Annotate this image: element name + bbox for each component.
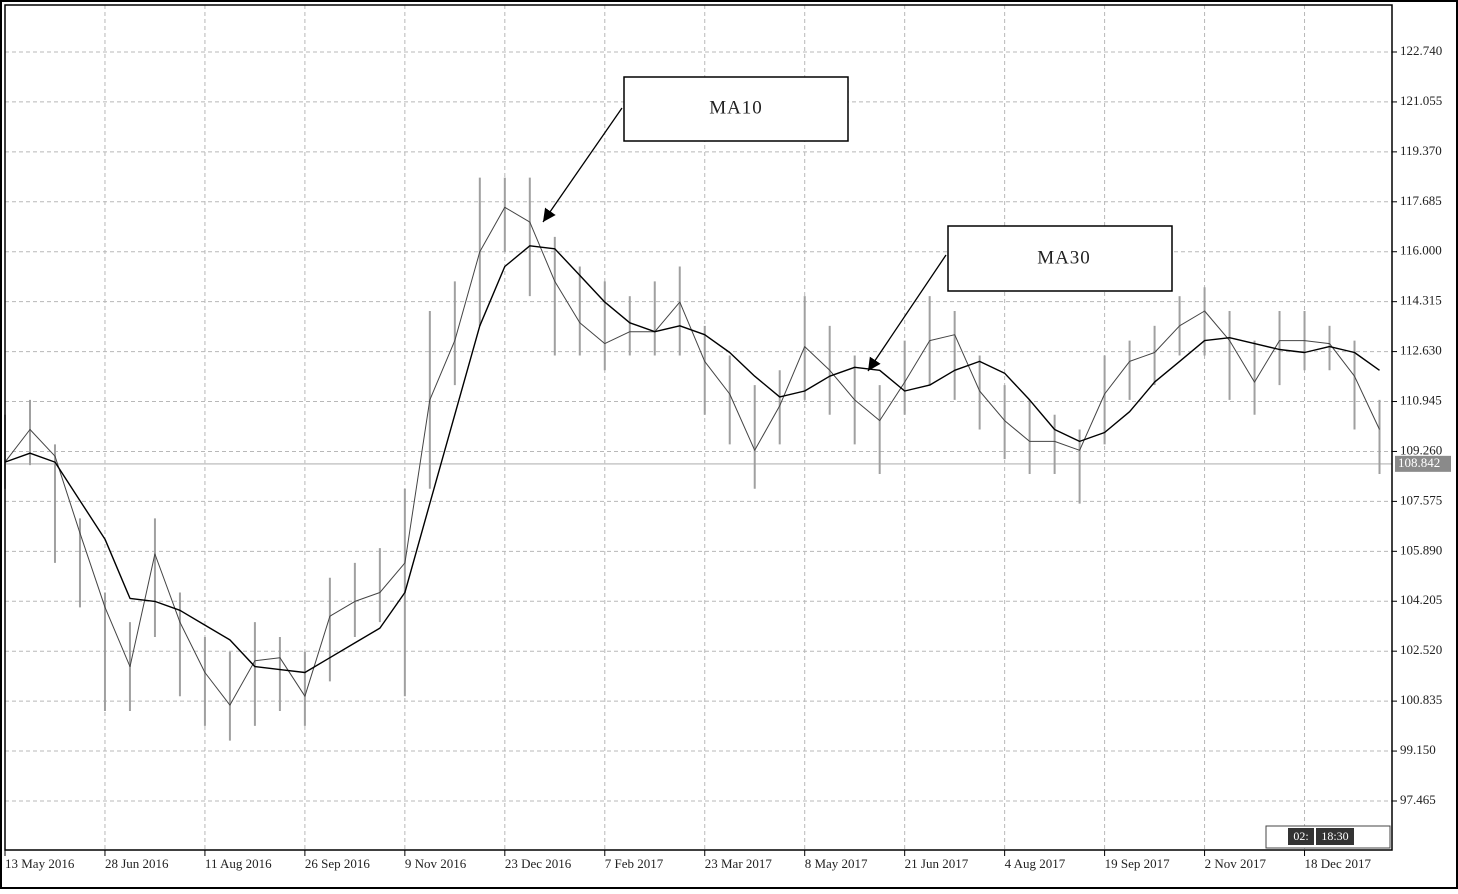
x-tick-label: 8 May 2017: [805, 856, 868, 871]
x-tick-label: 28 Jun 2016: [105, 856, 169, 871]
y-tick-label: 119.370: [1400, 143, 1442, 158]
y-tick-label: 112.630: [1400, 343, 1442, 358]
annotation-box: [947, 225, 1173, 292]
y-tick-label: 102.520: [1400, 642, 1442, 657]
y-tick-label: 110.945: [1400, 393, 1442, 408]
x-tick-label: 2 Nov 2017: [1205, 856, 1267, 871]
x-tick-label: 21 Jun 2017: [905, 856, 969, 871]
y-tick-label: 105.890: [1400, 542, 1442, 557]
y-tick-label: 104.205: [1400, 592, 1442, 607]
x-tick-label: 13 May 2016: [5, 856, 75, 871]
y-tick-label: 117.685: [1400, 193, 1442, 208]
timer-text: 02:: [1293, 829, 1308, 843]
y-tick-label: 107.575: [1400, 492, 1442, 507]
plot-frame: [4, 4, 1393, 851]
y-tick-label: 99.150: [1400, 742, 1436, 757]
y-tick-label: 116.000: [1400, 243, 1442, 258]
y-tick-label: 109.260: [1400, 442, 1442, 457]
x-tick-label: 23 Mar 2017: [705, 856, 773, 871]
timer-bg: [1288, 828, 1314, 845]
annotation-box: [623, 76, 849, 142]
x-tick-label: 26 Sep 2016: [305, 856, 371, 871]
annotation-arrow: [867, 254, 947, 372]
y-tick-label: 114.315: [1400, 293, 1442, 308]
annotation-arrow: [542, 107, 623, 223]
timer-bg: [1316, 828, 1354, 845]
last-price-box: [1395, 455, 1451, 472]
timer-text: 18:30: [1321, 829, 1348, 843]
moving-average-line: [4, 245, 1380, 674]
last-price-label: 108.842: [1398, 455, 1440, 470]
annotation-text: MA30: [1037, 247, 1091, 268]
y-tick-label: 121.055: [1400, 93, 1442, 108]
x-tick-label: 23 Dec 2016: [505, 856, 572, 871]
moving-average-line: [4, 206, 1380, 706]
x-tick-label: 19 Sep 2017: [1105, 856, 1171, 871]
x-tick-label: 18 Dec 2017: [1305, 856, 1372, 871]
y-tick-label: 100.835: [1400, 692, 1442, 707]
x-tick-label: 4 Aug 2017: [1005, 856, 1066, 871]
annotation-text: MA10: [709, 97, 763, 118]
x-tick-label: 11 Aug 2016: [205, 856, 272, 871]
x-tick-label: 7 Feb 2017: [605, 856, 664, 871]
y-tick-label: 122.740: [1400, 43, 1442, 58]
x-tick-label: 9 Nov 2016: [405, 856, 467, 871]
y-tick-label: 97.465: [1400, 792, 1436, 807]
